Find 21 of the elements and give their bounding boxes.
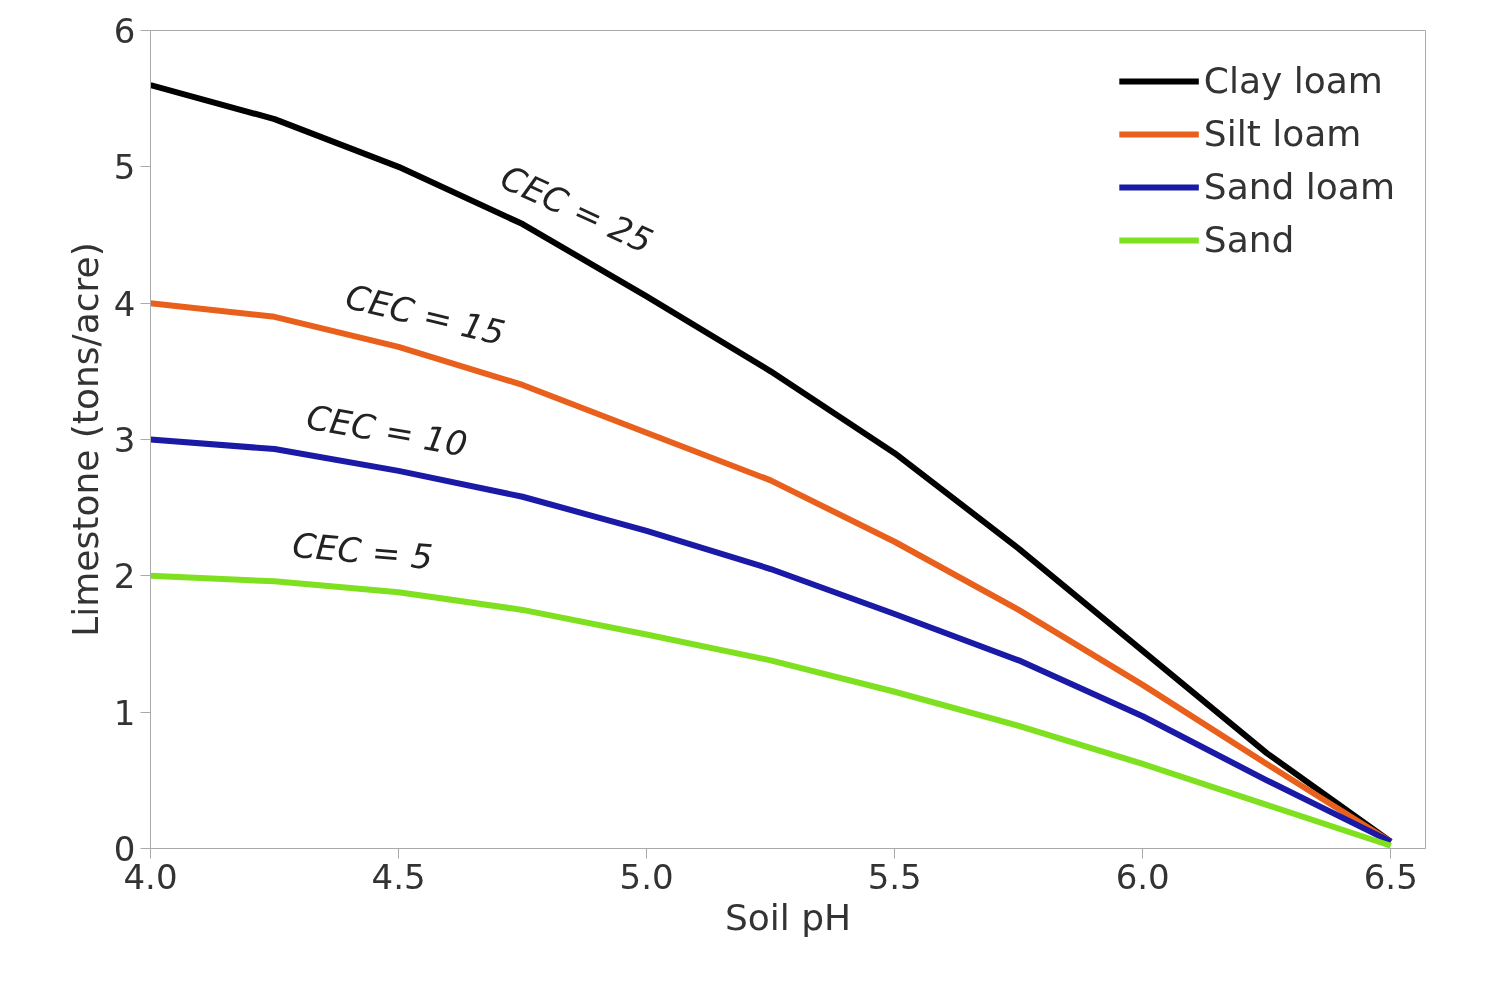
annotation: CEC = 15 bbox=[341, 276, 509, 354]
annotation: CEC = 5 bbox=[290, 524, 435, 578]
legend-label: Clay loam bbox=[1203, 60, 1383, 101]
annotation: CEC = 10 bbox=[303, 396, 471, 465]
x-tick-label: 4.5 bbox=[371, 856, 426, 897]
y-tick-label: 2 bbox=[113, 556, 136, 597]
y-tick-label: 5 bbox=[113, 147, 136, 188]
x-tick-label: 6.0 bbox=[1115, 856, 1170, 897]
y-tick-label: 4 bbox=[113, 283, 136, 324]
x-tick-label: 5.0 bbox=[619, 856, 674, 897]
y-axis-title: Limestone (tons/acre) bbox=[64, 242, 106, 637]
annotation: CEC = 25 bbox=[494, 156, 659, 262]
y-tick-label: 1 bbox=[113, 692, 136, 733]
x-tick-label: 6.5 bbox=[1363, 856, 1418, 897]
legend-label: Silt loam bbox=[1203, 113, 1362, 154]
legend-label: Sand bbox=[1203, 219, 1295, 260]
legend-label: Sand loam bbox=[1203, 166, 1395, 207]
y-tick-label: 6 bbox=[113, 11, 136, 51]
y-tick-label: 3 bbox=[113, 420, 136, 460]
x-tick-label: 5.5 bbox=[867, 856, 922, 897]
x-axis-title: Soil pH bbox=[724, 896, 852, 938]
